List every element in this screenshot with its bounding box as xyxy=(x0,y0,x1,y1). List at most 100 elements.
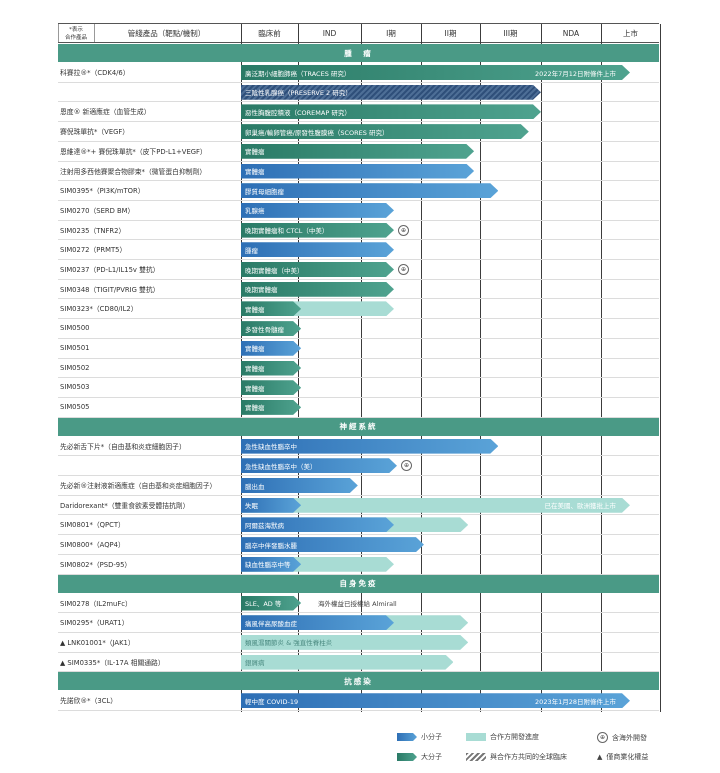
row-divider xyxy=(58,219,659,221)
pipeline-bar: 膠質母細胞瘤 xyxy=(241,183,498,198)
legend-label: 小分子 xyxy=(421,733,442,741)
header-stage-5: NDA xyxy=(562,28,580,38)
product-name: 先必新®注射液新適應症（自由基和炎症細胞因子） xyxy=(60,482,217,490)
row-divider xyxy=(58,396,659,398)
pipeline-bar: 輕中度 COVID-19 2023年1月28日附條件上市 xyxy=(241,693,630,708)
indication-label: 實體瘤 xyxy=(245,365,265,373)
product-name: ▲ LNK01001*（JAK1） xyxy=(60,638,135,647)
legend-item-globe: ⊕ 含海外開發 xyxy=(597,732,647,743)
legend-swatch xyxy=(466,733,486,741)
pipeline-bar: 晚期實體瘤 xyxy=(241,282,394,297)
legend-label: 含海外開發 xyxy=(612,733,647,742)
row-divider xyxy=(58,631,659,633)
indication-label: SLE、AD 等 xyxy=(245,600,282,608)
pipeline-bar: 急性缺血性腦卒中 xyxy=(241,439,498,454)
product-name: 先必新舌下片*（自由基和炎症細胞因子） xyxy=(60,442,186,451)
indication-label: 實體瘤 xyxy=(245,168,265,176)
pipeline-bar: 卵巢癌/輸卵管癌/原發性腹膜癌（SCORES 研究） xyxy=(241,124,529,139)
indication-label: 晚期實體瘤和 CTCL（中美） xyxy=(245,227,329,236)
product-name: 先諾欣®*（3CL） xyxy=(60,697,118,706)
status-note: 2023年1月28日附條件上市 xyxy=(535,697,616,706)
pipeline-bar: 腦卒中伴發腦水腫 xyxy=(241,537,424,552)
pipeline-bar: 失眠 xyxy=(241,498,301,513)
indication-label: 急性缺血性腦卒中 xyxy=(245,443,297,452)
legend-label: 大分子 xyxy=(421,753,442,761)
row-divider xyxy=(58,239,659,241)
pipeline-bar: 實體瘤 xyxy=(241,341,301,356)
indication-label: 失眠 xyxy=(245,502,258,511)
pipeline-bar: 乳腺癌 xyxy=(241,203,394,218)
pipeline-bar: 實體瘤 xyxy=(241,380,301,395)
row-divider xyxy=(58,259,659,260)
row-divider xyxy=(58,140,659,142)
row-divider xyxy=(58,455,659,457)
indication-label: 缺血性腦卒中等 xyxy=(245,561,291,570)
pipeline-bar: 實體瘤 xyxy=(241,164,474,179)
section-header: 抗感染 xyxy=(58,672,659,691)
header-stage-3: II期 xyxy=(444,28,457,38)
row-divider xyxy=(58,534,659,536)
pipeline-bar: 實體瘤 xyxy=(241,400,301,415)
product-name: 恩度® 新適應症（血管生成） xyxy=(60,108,151,117)
header-note: *表示 合作產品 xyxy=(64,27,87,41)
triangle-icon: ▲ xyxy=(597,753,603,761)
row-divider xyxy=(58,651,659,653)
row-divider xyxy=(58,121,659,123)
product-name: 恩維達®*+ 賽倪珠單抗*（皮下PD-L1+VEGF） xyxy=(60,147,207,156)
legend-label: 與合作方共同的全球臨床 xyxy=(490,753,567,761)
globe-icon: ⊕ xyxy=(597,732,608,743)
pipeline-bar: 腦出血 xyxy=(241,478,358,493)
header-divider xyxy=(58,42,659,43)
product-name: SIM0802*（PSD-95） xyxy=(60,560,132,569)
product-name: SIM0348（TIGIT/PVRIG 雙抗） xyxy=(60,285,160,294)
product-name: SIM0395*（PI3K/mTOR） xyxy=(60,187,145,196)
product-name: SIM0800*（AQP4） xyxy=(60,541,125,550)
row-divider xyxy=(58,553,659,555)
legend-label: 僅商業化權益 xyxy=(606,753,649,761)
partner-progress-bar: 已在美國、歐洲獲批上市 xyxy=(241,498,630,513)
product-name: SIM0502 xyxy=(60,363,90,372)
row-divider xyxy=(58,710,659,711)
column-divider xyxy=(541,24,542,712)
column-divider xyxy=(421,24,422,712)
globe-icon: ⊕ xyxy=(401,460,412,472)
legend-swatch xyxy=(397,733,417,741)
status-note: 已在美國、歐洲獲批上市 xyxy=(544,502,616,511)
product-name: SIM0801*（QPCT） xyxy=(60,521,125,530)
pipeline-bar: 痛風伴高尿酸血症 xyxy=(241,615,394,630)
pipeline-bar: 多發性骨髓瘤 xyxy=(241,321,301,336)
header-stage-6: 上市 xyxy=(623,28,638,38)
pipeline-bar: 腫瘤 xyxy=(241,242,394,257)
pipeline-bar: 廣泛期小細胞肺癌（TRACES 研究） 2022年7月12日附條件上市 xyxy=(241,65,630,80)
product-name: SIM0278（IL2muFc） xyxy=(60,599,132,608)
product-name: SIM0501 xyxy=(60,343,90,352)
indication-label: 腫瘤 xyxy=(245,246,258,255)
product-name: 注射用多西他賽聚合物膠束*（微管蛋白抑制劑） xyxy=(60,167,207,176)
product-name: Daridorexant*（雙重食欲素受體拮抗劑） xyxy=(60,501,190,510)
header-product-column: 管綫產品（靶點/機制） xyxy=(127,28,206,38)
row-divider xyxy=(58,199,659,201)
header-stage-0: 臨床前 xyxy=(258,28,281,38)
header-stage-2: I期 xyxy=(386,28,396,38)
row-divider xyxy=(58,101,659,103)
legend-item-small: 小分子 xyxy=(397,732,442,742)
product-name: SIM0505 xyxy=(60,402,90,411)
legend-item-tri: ▲ 僅商業化權益 xyxy=(597,752,648,762)
row-divider xyxy=(58,573,659,575)
column-divider xyxy=(660,24,661,712)
row-divider xyxy=(58,671,659,673)
pipeline-bar: 三陰性乳腺癌（PRESERVE 2 研究） xyxy=(241,85,541,100)
indication-label: 廣泛期小細胞肺癌（TRACES 研究） xyxy=(245,69,351,78)
header-stage-1: IND xyxy=(322,28,337,38)
product-name: SIM0235（TNFR2） xyxy=(60,226,126,235)
section-header: 腫 瘤 xyxy=(58,44,659,62)
row-divider xyxy=(58,278,659,280)
pipeline-bar: 實體瘤 xyxy=(241,301,301,316)
pipeline-bar: 晚期實體瘤（中美） xyxy=(241,262,394,277)
row-divider xyxy=(58,318,659,320)
partner-progress-bar: 銀屑病 xyxy=(241,655,453,670)
product-name: SIM0295*（URAT1） xyxy=(60,619,129,628)
indication-label: 阿爾茲海默病 xyxy=(245,521,284,530)
product-name: SIM0323*（CD80/IL2） xyxy=(60,305,138,314)
legend-label: 合作方開發進度 xyxy=(490,733,539,741)
